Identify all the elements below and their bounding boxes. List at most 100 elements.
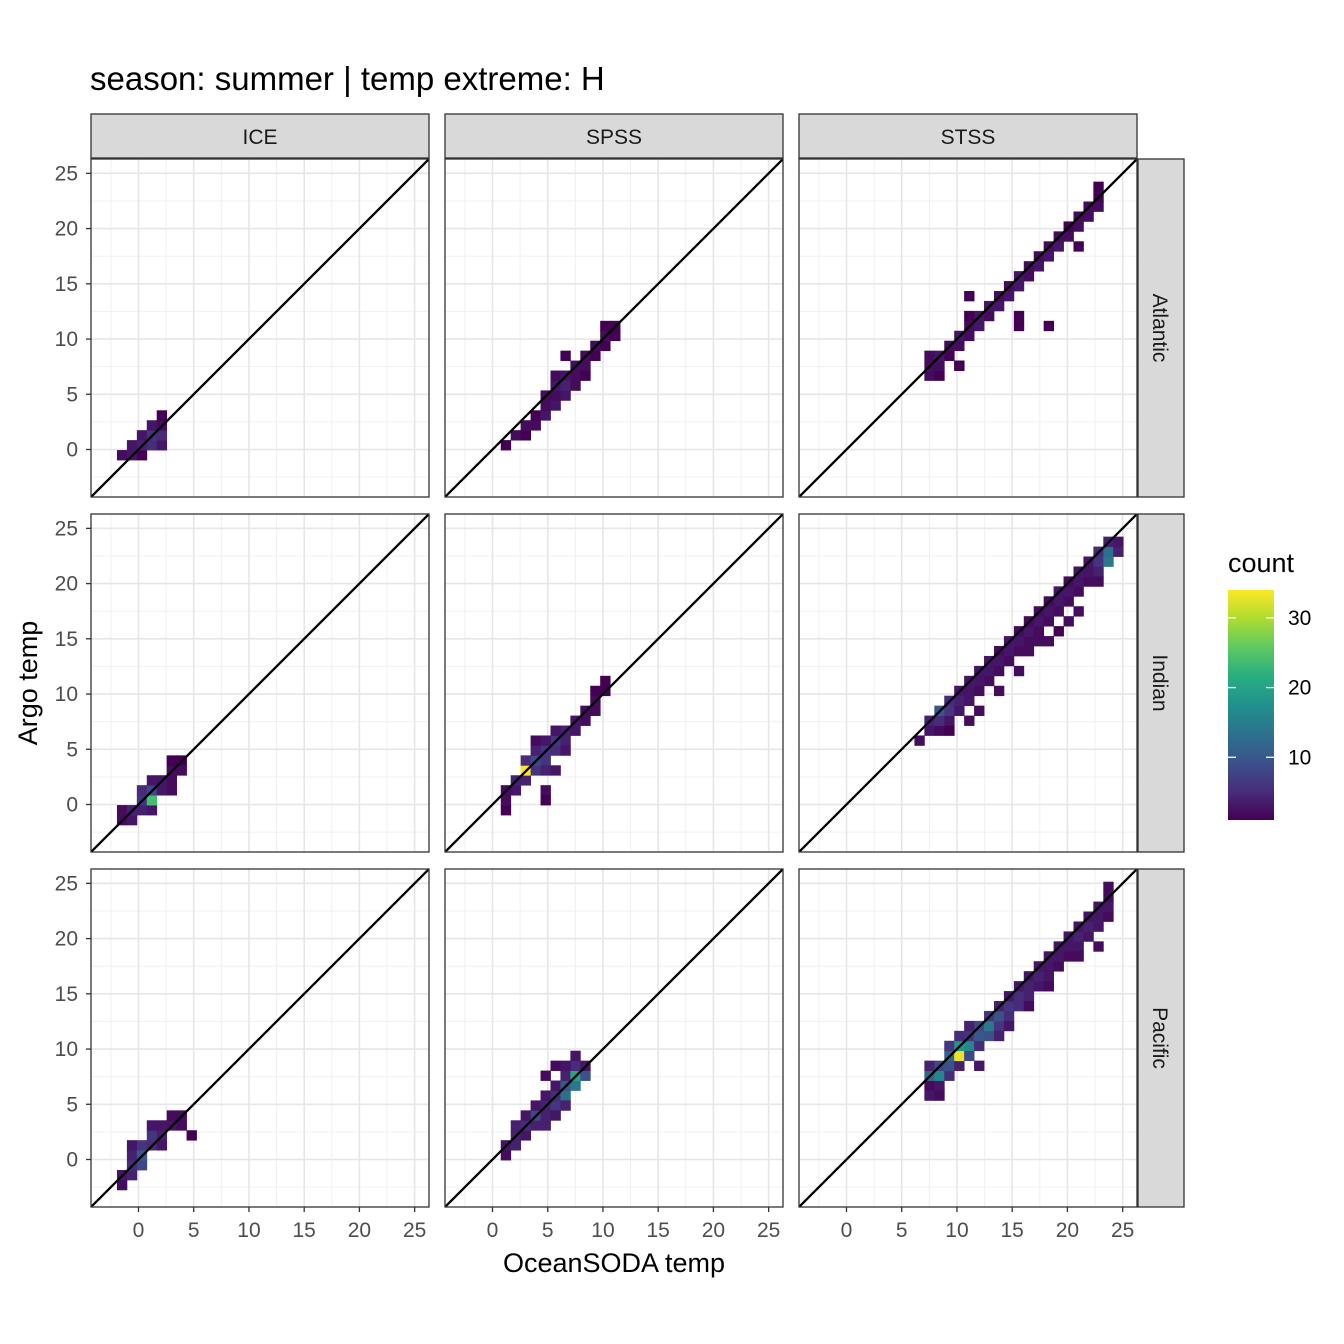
heatmap-bin: [136, 450, 148, 461]
panel-border: [444, 868, 784, 1208]
x-tick-label: 25: [1111, 1219, 1134, 1242]
heatmap-bin: [1093, 576, 1104, 587]
row-strip-label: Atlantic: [1148, 294, 1171, 363]
panel-ice-pacific: 0 5 10 15 20 25 0 5 10 15 20 25: [55, 868, 430, 1242]
heatmap-bin: [530, 745, 541, 756]
heatmap-bin: [540, 400, 551, 411]
heatmap-bin: [934, 1080, 945, 1091]
heatmap-bin: [590, 350, 601, 361]
y-tick-label: 15: [55, 273, 78, 296]
panel-spss-indian: [444, 513, 784, 853]
facet-panels: ICE SPSS STSS Atlantic Indian Pacific 0 5 10 15 20…: [55, 113, 1185, 1242]
y-tick-label: 25: [55, 162, 78, 185]
heatmap-bin: [520, 1110, 531, 1121]
y-tick-label: 0: [66, 794, 78, 817]
chart-title: season: summer | temp extreme: H: [90, 60, 605, 97]
heatmap-bin: [560, 350, 571, 361]
heatmap-bin: [580, 1070, 591, 1081]
heatmap-bin: [1093, 181, 1104, 192]
heatmap-bin: [964, 291, 975, 302]
heatmap-bin: [146, 440, 158, 451]
identity-line: [799, 869, 1137, 1207]
heatmap-bin: [1033, 971, 1045, 982]
heatmap-bin: [974, 1060, 985, 1071]
panel-stss-atlantic: [798, 158, 1138, 498]
y-tick-label: 10: [55, 683, 78, 706]
panel-border: [90, 513, 430, 853]
heatmap-bin: [944, 1070, 955, 1081]
heatmap-bin: [1013, 310, 1025, 322]
x-tick-label: 0: [133, 1219, 145, 1242]
heatmap-bin: [116, 805, 128, 816]
heatmap-bin: [1013, 320, 1025, 332]
heatmap-bin: [1043, 616, 1054, 627]
heatmap-bin: [550, 745, 561, 756]
heatmap-bin: [550, 390, 561, 401]
heatmap-bin: [530, 410, 541, 421]
heatmap-bin: [1053, 596, 1064, 607]
heatmap-bin: [590, 705, 601, 716]
heatmap-bin: [570, 1080, 581, 1091]
heatmap-bin: [964, 1040, 975, 1052]
heatmap-bin: [530, 765, 541, 776]
heatmap-bin: [1013, 281, 1025, 292]
heatmap-bin: [944, 705, 955, 716]
heatmap-bin: [520, 430, 531, 441]
heatmap-bin: [993, 1030, 1005, 1042]
panel-spss-atlantic: [444, 158, 784, 498]
heatmap-bin: [993, 655, 1005, 667]
heatmap-bin: [974, 1030, 985, 1042]
heatmap-bin: [974, 320, 985, 332]
heatmap-bin: [590, 685, 601, 697]
heatmap-bin: [974, 675, 985, 687]
panel-spss-pacific: 0 5 10 15 20 25: [444, 868, 784, 1242]
heatmap-bin: [1033, 981, 1045, 992]
heatmap-bin: [984, 665, 995, 677]
heatmap-bin: [1063, 586, 1074, 597]
heatmap-bin: [1023, 271, 1035, 282]
panel-border: [90, 868, 430, 1208]
identity-line: [445, 869, 783, 1207]
heatmap-bin: [580, 370, 591, 381]
heatmap-bin: [1043, 971, 1054, 982]
heatmap-bin: [964, 715, 975, 726]
heatmap-bin: [1023, 636, 1035, 647]
heatmap-bin: [1023, 981, 1035, 992]
x-tick-label: 25: [757, 1219, 780, 1242]
heatmap-bin: [934, 1070, 945, 1081]
heatmap-bin: [993, 300, 1005, 312]
identity-line: [445, 159, 783, 497]
heatmap-bin: [530, 1120, 541, 1131]
x-tick-label: 5: [188, 1219, 200, 1242]
heatmap-bin: [560, 1100, 571, 1111]
y-tick-label: 10: [55, 328, 78, 351]
heatmap-bin: [1073, 931, 1084, 942]
x-tick-label: 20: [702, 1219, 725, 1242]
heatmap-bin: [1023, 626, 1035, 637]
heatmap-bin: [1083, 566, 1094, 577]
heatmap-bin: [500, 440, 512, 451]
heatmap-bin: [1103, 911, 1114, 922]
heatmap-bin: [166, 785, 177, 796]
heatmap-bin: [166, 1110, 177, 1121]
heatmap-bin: [560, 1090, 571, 1101]
heatmap-bin: [1073, 606, 1084, 617]
heatmap-bin: [570, 1050, 581, 1062]
heatmap-bin: [550, 1080, 561, 1091]
heatmap-bin: [1033, 261, 1045, 272]
heatmap-bin: [146, 420, 158, 431]
legend-tick-label: 10: [1288, 746, 1311, 769]
x-tick-label: 25: [403, 1219, 426, 1242]
heatmap-bin: [540, 755, 551, 766]
heatmap-bin: [1083, 921, 1094, 932]
heatmap-bin: [136, 805, 148, 816]
column-strip-stss: STSS: [798, 113, 1138, 159]
heatmap-bin: [993, 665, 1005, 677]
heatmap-bin: [1073, 221, 1084, 232]
heatmap-bin: [1053, 626, 1064, 637]
heatmap-bin: [1113, 536, 1124, 547]
heatmap-bin: [1023, 646, 1035, 657]
heatmap-bin: [550, 370, 561, 381]
heatmap-bin: [1093, 201, 1104, 212]
